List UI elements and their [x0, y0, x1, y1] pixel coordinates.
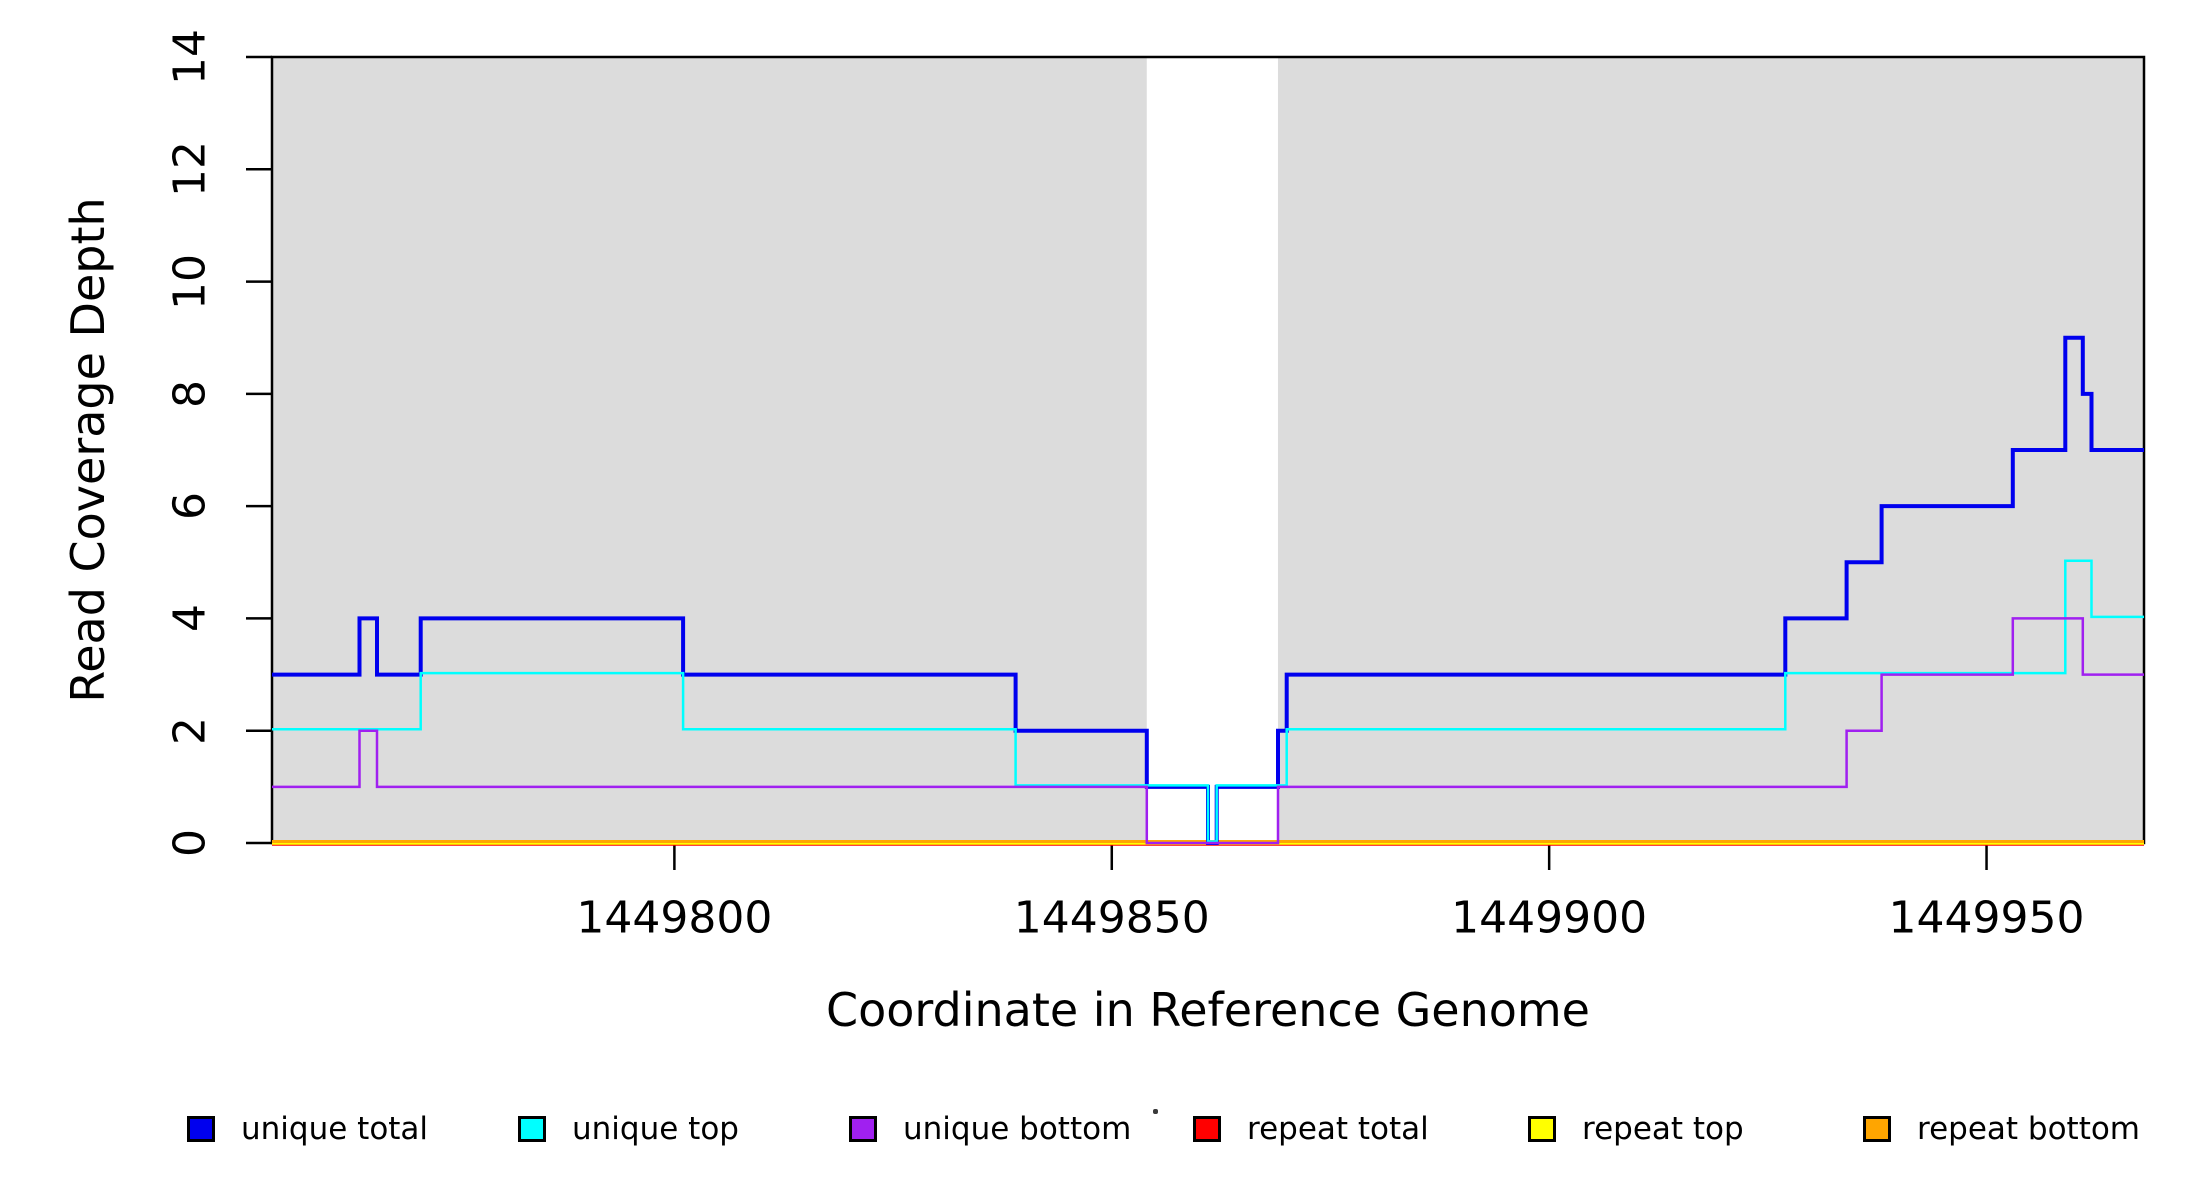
y-tick-label-10: 10 [164, 253, 216, 310]
legend-label: unique total [241, 1111, 429, 1147]
legend-swatch-unique-total [187, 1116, 215, 1142]
y-tick-label-0: 0 [164, 829, 216, 857]
x-tick-label-1449900: 1449900 [1451, 892, 1648, 944]
legend-entry-repeat-total: repeat total [1193, 1111, 1429, 1147]
y-tick-label-2: 2 [164, 716, 216, 745]
series-unique-total [272, 335, 2144, 845]
legend-label: unique bottom [903, 1111, 1132, 1147]
shaded-region [1277, 57, 2144, 843]
legend-label: unique top [572, 1111, 739, 1147]
series-unique-top [272, 559, 2144, 843]
legend-entry-repeat-top: repeat top [1528, 1111, 1744, 1147]
legend-swatch-unique-bottom [849, 1116, 877, 1142]
y-tick-label-12: 12 [164, 141, 216, 198]
legend-swatch-unique-top [518, 1116, 546, 1142]
x-tick-label-1449950: 1449950 [1888, 892, 2085, 944]
legend-label: repeat top [1582, 1111, 1744, 1147]
series-unique-bottom [272, 617, 2144, 845]
stray-dot [1153, 1109, 1158, 1114]
legend-entry-unique-bottom: unique bottom [849, 1111, 1132, 1147]
legend-swatch-repeat-top [1528, 1116, 1556, 1142]
legend-entry-unique-top: unique top [518, 1111, 739, 1147]
shaded-region [272, 57, 1147, 843]
legend-label: repeat bottom [1917, 1111, 2141, 1147]
legend-entry-unique-total: unique total [187, 1111, 429, 1147]
x-axis-title: Coordinate in Reference Genome [826, 983, 1590, 1037]
legend-entry-repeat-bottom: repeat bottom [1863, 1111, 2141, 1147]
x-tick-label-1449800: 1449800 [576, 892, 773, 944]
y-tick-label-14: 14 [164, 29, 216, 85]
legend-label: repeat total [1247, 1111, 1429, 1147]
y-tick-label-8: 8 [164, 379, 216, 408]
x-tick-label-1449850: 1449850 [1013, 892, 1210, 944]
legend-swatch-repeat-total [1193, 1116, 1221, 1142]
y-axis-title: Read Coverage Depth [61, 197, 115, 703]
y-tick-label-4: 4 [164, 604, 216, 633]
y-tick-label-6: 6 [164, 492, 216, 521]
legend-swatch-repeat-bottom [1863, 1116, 1891, 1142]
